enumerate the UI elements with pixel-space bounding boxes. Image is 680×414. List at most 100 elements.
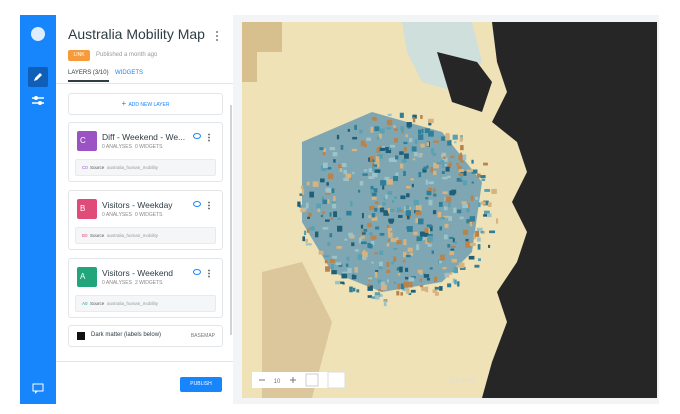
- map-cell: [417, 269, 423, 274]
- map-cell: [379, 147, 385, 151]
- map-cell: [333, 159, 336, 163]
- settings-icon[interactable]: [30, 95, 46, 107]
- map-cell: [480, 230, 484, 234]
- search-button[interactable]: [305, 373, 319, 387]
- layer-menu[interactable]: [208, 269, 210, 278]
- map-cell: [404, 153, 409, 159]
- map-cell: [425, 179, 428, 185]
- layer-name[interactable]: Diff - Weekend - We...: [102, 132, 186, 142]
- land-region: [242, 22, 282, 82]
- scrollbar: [230, 105, 232, 335]
- map-cell: [368, 215, 372, 219]
- edit-icon[interactable]: [28, 67, 48, 87]
- map-cell: [366, 137, 372, 141]
- map-cell: [410, 178, 414, 181]
- title-menu[interactable]: [215, 30, 219, 42]
- map-cell: [341, 273, 348, 279]
- map-cell: [379, 128, 385, 134]
- chat-icon[interactable]: [32, 383, 44, 395]
- map-cell: [442, 267, 447, 270]
- visibility-icon[interactable]: [193, 201, 201, 207]
- logo[interactable]: [31, 27, 45, 41]
- map-cell: [402, 251, 407, 258]
- map-cell: [406, 185, 411, 189]
- map-cell: [387, 179, 393, 185]
- help-button[interactable]: [327, 371, 346, 389]
- map-cell: [488, 244, 491, 248]
- map-cell: [339, 168, 343, 172]
- widgets-tab[interactable]: WIDGETS: [115, 70, 143, 76]
- visibility-icon[interactable]: [193, 269, 201, 275]
- map-cell: [336, 134, 340, 140]
- layer-card[interactable]: A Visitors - Weekend 0 ANALYSES 2 WIDGETS A0…: [68, 258, 223, 318]
- map-cell: [362, 256, 367, 260]
- layer-card[interactable]: C Diff - Weekend - We... 0 ANALYSES 0 WIDGE…: [68, 122, 223, 182]
- map-cell: [428, 118, 434, 124]
- source-node: B0: [82, 233, 88, 238]
- layer-menu[interactable]: [208, 201, 210, 210]
- map-cell: [436, 162, 442, 165]
- map-cell: [413, 199, 420, 206]
- map-cell: [454, 279, 457, 285]
- map-cell: [388, 232, 393, 238]
- map-cell: [326, 182, 329, 186]
- map-cell: [446, 274, 450, 278]
- map-cell: [458, 172, 464, 177]
- link-badge[interactable]: LINK: [68, 50, 90, 61]
- zoom-buttons[interactable]: [259, 377, 296, 383]
- map-cell: [324, 259, 328, 264]
- map-cell: [354, 249, 359, 252]
- map-cell: [424, 227, 429, 233]
- map-cell: [336, 246, 342, 249]
- map-title[interactable]: Australia Mobility Map: [68, 26, 205, 42]
- map-cell: [404, 267, 409, 272]
- map-cell: [317, 206, 321, 213]
- map-cell: [457, 281, 460, 287]
- map-cell: [393, 125, 396, 128]
- map-cell: [433, 193, 437, 197]
- map-cell: [341, 162, 347, 168]
- pencil: [34, 73, 42, 81]
- layer-name[interactable]: Visitors - Weekday: [102, 200, 173, 210]
- map-cell: [471, 159, 474, 164]
- map-cell: [443, 215, 449, 218]
- map-cell: [320, 165, 327, 172]
- map-cell: [370, 126, 374, 133]
- map-cell: [477, 244, 481, 250]
- map-cell: [371, 213, 376, 218]
- map-cell: [372, 172, 378, 178]
- map-cell: [466, 219, 471, 224]
- map-cell: [474, 264, 480, 268]
- map-cell: [462, 180, 468, 186]
- visibility-icon[interactable]: [193, 133, 201, 139]
- publish-button[interactable]: PUBLISH: [180, 377, 222, 392]
- map-cell: [419, 231, 426, 237]
- map[interactable]: 10 CARTO: [242, 22, 657, 398]
- map-cell: [458, 154, 464, 161]
- layer-menu[interactable]: [208, 133, 210, 142]
- map-cell: [483, 214, 488, 217]
- add-layer-button[interactable]: + ADD NEW LAYER: [68, 93, 223, 115]
- map-cell: [442, 156, 446, 159]
- map-cell: [398, 215, 403, 218]
- layer-card[interactable]: B Visitors - Weekday 0 ANALYSES 0 WIDGETS B0…: [68, 190, 223, 250]
- layer-name[interactable]: Visitors - Weekend: [102, 268, 174, 278]
- nav-bar: [20, 15, 56, 404]
- map-cell: [421, 286, 426, 291]
- layer-analyses: 0 ANALYSES: [102, 280, 132, 286]
- map-cell: [487, 202, 492, 207]
- map-cell: [428, 130, 434, 137]
- map-cell: [309, 191, 314, 198]
- basemap-card[interactable]: Dark matter (labels below) BASEMAP: [68, 325, 223, 347]
- layers-tab[interactable]: LAYERS (3/10): [68, 70, 109, 82]
- map-cell: [408, 138, 413, 143]
- map-cell: [405, 134, 408, 138]
- map-cell: [347, 128, 351, 132]
- map-cell: [448, 201, 451, 208]
- map-cell: [431, 250, 435, 254]
- map-cell: [449, 272, 453, 275]
- layer-widgets: 0 WIDGETS: [135, 212, 163, 218]
- map-cell: [475, 230, 480, 237]
- map-cell: [374, 201, 379, 205]
- map-cell: [413, 231, 418, 236]
